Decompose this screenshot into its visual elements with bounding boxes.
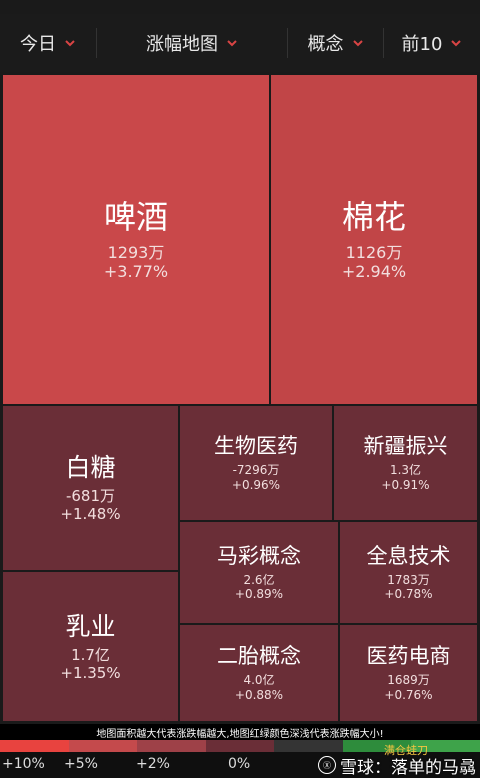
- top-count-label: 前10: [401, 34, 443, 55]
- tile-sugar[interactable]: 白糖 -681万 +1.48%: [2, 405, 179, 571]
- tile-change: +0.96%: [231, 477, 281, 492]
- today-label: 今日: [20, 34, 56, 55]
- top-count-dropdown[interactable]: 前10: [384, 14, 480, 72]
- tile-biomedicine[interactable]: 生物医药 -7296万 +0.96%: [179, 405, 333, 521]
- tile-change: +0.89%: [234, 587, 284, 602]
- tile-name: 白糖: [65, 453, 116, 482]
- scale-label: 0%: [228, 756, 251, 772]
- map-type-label: 涨幅地图: [146, 34, 218, 55]
- chevron-down-icon: [226, 37, 238, 49]
- top-toolbar: 今日 涨幅地图 概念 前10: [0, 14, 480, 73]
- tile-change: +0.88%: [234, 687, 284, 702]
- today-dropdown[interactable]: 今日: [0, 14, 96, 72]
- chevron-down-icon: [352, 37, 364, 49]
- tile-change: +1.35%: [60, 663, 121, 682]
- toolbar-divider: [96, 28, 97, 58]
- status-bar: [0, 0, 480, 14]
- tile-change: +0.78%: [384, 587, 433, 602]
- watermark: Ⓧ 雪球：落单的马骉: [318, 752, 476, 778]
- watermark-text: 雪球：落单的马骉: [340, 757, 476, 778]
- tile-name: 乳业: [65, 611, 116, 641]
- scale-segment: [205, 740, 275, 752]
- tile-second-child[interactable]: 二胎概念 4.0亿 +0.88%: [179, 624, 339, 722]
- tile-value: 1689万: [387, 673, 430, 688]
- chevron-down-icon: [64, 37, 76, 49]
- tile-name: 二胎概念: [217, 644, 301, 669]
- xueqiu-logo-icon: Ⓧ: [318, 756, 336, 774]
- scale-segment: [411, 740, 480, 752]
- tile-name: 棉花: [341, 198, 406, 237]
- scale-segment: [274, 740, 343, 752]
- tile-cotton[interactable]: 棉花 1126万 +2.94%: [270, 74, 478, 405]
- tile-name: 全息技术: [366, 543, 451, 568]
- tile-value: 4.0亿: [243, 673, 275, 688]
- map-type-dropdown[interactable]: 涨幅地图: [97, 14, 287, 72]
- tile-change: +3.77%: [103, 261, 169, 281]
- watermark-small: 满仓蛙刀: [384, 744, 428, 757]
- tile-name: 马彩概念: [217, 543, 301, 568]
- tile-dairy[interactable]: 乳业 1.7亿 +1.35%: [2, 571, 179, 722]
- toolbar-divider: [287, 28, 288, 58]
- tile-value: -7296万: [232, 463, 280, 478]
- tile-value: 1293万: [107, 242, 165, 262]
- scale-label: +2%: [136, 756, 170, 772]
- tile-xinjiang[interactable]: 新疆振兴 1.3亿 +0.91%: [333, 405, 478, 521]
- tile-name: 生物医药: [214, 434, 298, 459]
- scale-segment: [0, 740, 69, 752]
- tile-pharma-ecommerce[interactable]: 医药电商 1689万 +0.76%: [339, 624, 478, 722]
- tile-value: 1.3亿: [389, 463, 422, 478]
- color-scale-labels: +10% +5% +2% 0%: [0, 752, 480, 778]
- scale-segment: [68, 740, 138, 752]
- tile-name: 医药电商: [366, 644, 451, 669]
- tile-name: 新疆振兴: [363, 434, 448, 459]
- scale-segment: [342, 740, 412, 752]
- scale-label: +5%: [64, 756, 98, 772]
- tile-macau-lottery[interactable]: 马彩概念 2.6亿 +0.89%: [179, 521, 339, 624]
- tile-change: +0.76%: [384, 687, 433, 702]
- tile-value: 1126万: [345, 242, 403, 262]
- tile-change: +0.91%: [381, 477, 430, 492]
- legend-note: 地图面积越大代表涨跌幅越大,地图红绿颜色深浅代表涨跌幅大小!: [0, 724, 480, 740]
- tile-change: +1.48%: [60, 505, 121, 523]
- tile-name: 啤酒: [103, 198, 168, 237]
- scale-label: +10%: [2, 756, 45, 772]
- tile-value: -681万: [65, 487, 116, 505]
- chevron-down-icon: [450, 37, 462, 49]
- tile-beer[interactable]: 啤酒 1293万 +3.77%: [2, 74, 270, 405]
- toolbar-divider: [383, 28, 384, 58]
- treemap: 啤酒 1293万 +3.77% 棉花 1126万 +2.94% 白糖 -681万…: [0, 72, 480, 724]
- tile-holographic[interactable]: 全息技术 1783万 +0.78%: [339, 521, 478, 624]
- tile-value: 2.6亿: [243, 572, 275, 587]
- category-dropdown[interactable]: 概念: [288, 14, 383, 72]
- tile-value: 1783万: [387, 572, 430, 587]
- tile-change: +2.94%: [341, 261, 407, 281]
- tile-value: 1.7亿: [71, 645, 110, 664]
- scale-segment: [137, 740, 206, 752]
- color-scale-bar: [0, 740, 480, 752]
- category-label: 概念: [307, 34, 344, 55]
